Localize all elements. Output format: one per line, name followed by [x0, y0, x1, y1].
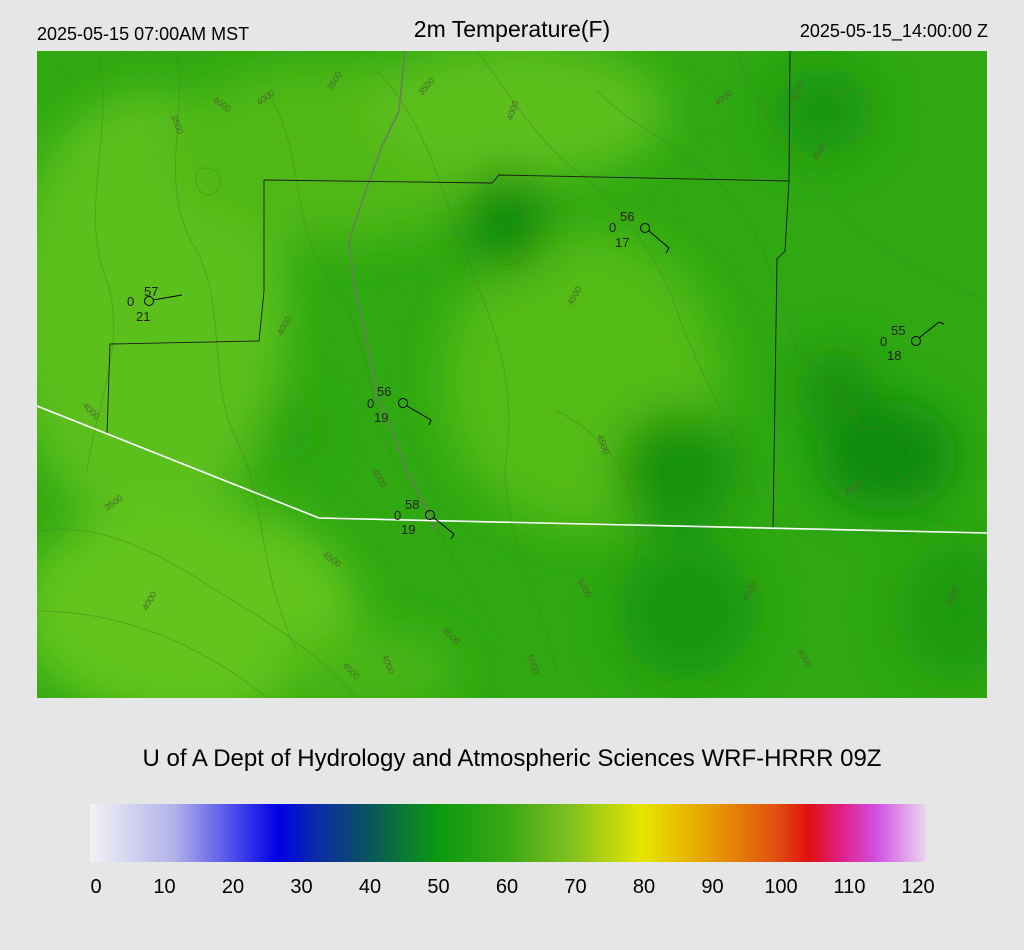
wind-barb [648, 230, 670, 249]
model-credit: U of A Dept of Hydrology and Atmospheric… [142, 745, 882, 772]
station-circle [911, 336, 921, 346]
wind-barb-flag [665, 247, 670, 254]
temperature-map: 4000 4000 3500 3500 3500 4000 4000 3500 … [37, 51, 987, 698]
colorbar-tick: 70 [564, 876, 587, 898]
state-boundary [37, 405, 987, 534]
station-plot: 56 0 19 [367, 384, 432, 426]
colorbar-tick: 30 [290, 876, 313, 898]
colorbar [90, 804, 926, 862]
station-wind: 0 [127, 294, 134, 309]
colorbar-tick: 0 [90, 876, 102, 898]
station-plot: 57 0 21 [127, 284, 183, 324]
colorbar-tick: 50 [427, 876, 450, 898]
station-circle [640, 223, 650, 233]
wind-barb [433, 517, 455, 535]
wind-barb-flag [450, 533, 455, 540]
station-wind: 0 [609, 220, 616, 235]
station-circle [398, 398, 408, 408]
map-title: 2m Temperature(F) [413, 16, 611, 42]
valid-local-time: 2025-05-15 07:00AM MST [37, 24, 250, 44]
wind-barb [406, 405, 432, 421]
terrain-contours [37, 51, 987, 698]
station-plot: 58 0 19 [394, 497, 455, 540]
colorbar-tick: 20 [221, 876, 245, 898]
station-wind: 0 [367, 396, 374, 411]
station-dewpoint: 17 [615, 235, 629, 250]
station-temperature: 55 [891, 323, 905, 338]
station-dewpoint: 21 [136, 309, 150, 324]
wind-barb-flag [428, 419, 432, 426]
temperature-field [37, 51, 987, 698]
colorbar-tick: 120 [901, 876, 935, 898]
station-temperature: 57 [144, 284, 158, 299]
station-plot: 55 0 18 [880, 321, 945, 363]
colorbar-tick: 110 [833, 876, 866, 898]
station-temperature: 58 [405, 497, 419, 512]
station-temperature: 56 [620, 209, 634, 224]
station-dewpoint: 19 [401, 522, 415, 537]
wind-barb [918, 321, 940, 339]
station-dewpoint: 18 [887, 348, 901, 363]
colorbar-tick: 90 [701, 876, 724, 898]
station-plot: 56 0 17 [609, 209, 670, 254]
valid-utc-time: 2025-05-15_14:00:00 Z [799, 21, 988, 41]
colorbar-tick: 10 [153, 876, 176, 898]
colorbar-tick: 40 [358, 876, 382, 898]
colorbar-tick: 100 [764, 876, 798, 898]
station-dewpoint: 19 [374, 410, 388, 425]
station-circle [144, 296, 154, 306]
river-line [348, 51, 436, 532]
station-temperature: 56 [377, 384, 391, 399]
station-wind: 0 [880, 334, 887, 349]
county-boundaries [106, 51, 791, 529]
colorbar-ticks: 0 10 20 30 40 50 60 70 80 90 100 110 120 [0, 876, 1024, 904]
wind-barb [152, 294, 183, 301]
station-wind: 0 [394, 508, 401, 523]
colorbar-tick: 60 [495, 876, 519, 898]
colorbar-tick: 80 [632, 876, 656, 898]
station-circle [425, 510, 435, 520]
wind-barb-flag [938, 321, 945, 325]
